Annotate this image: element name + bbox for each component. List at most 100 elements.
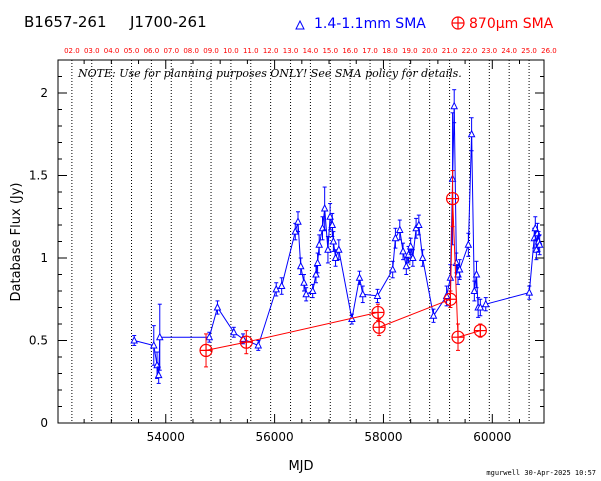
year-tick-label: 16.0 bbox=[342, 47, 358, 55]
data-point-triangle bbox=[415, 220, 423, 228]
data-point-triangle bbox=[294, 217, 302, 225]
y-tick-label: 0 bbox=[40, 416, 48, 430]
series-band1 bbox=[130, 89, 544, 384]
year-tick-label: 17.0 bbox=[362, 47, 378, 55]
year-tick-label: 07.0 bbox=[163, 47, 179, 55]
data-point-triangle bbox=[155, 332, 164, 341]
data-point-triangle bbox=[535, 240, 544, 248]
data-point-triangle bbox=[205, 332, 214, 341]
data-point-triangle bbox=[313, 258, 322, 266]
year-tick-label: 25.0 bbox=[521, 47, 537, 55]
data-point-triangle bbox=[312, 269, 320, 278]
axes: 54000 56000 58000 60000 0 0.5 1 1.5 2 bbox=[29, 60, 544, 444]
year-tick-label: 12.0 bbox=[263, 47, 279, 55]
footer-credit: mgurwell 30-Apr-2025 10:57 bbox=[486, 469, 596, 477]
y-tick-label: 0.5 bbox=[29, 334, 48, 348]
data-point-triangle bbox=[450, 101, 459, 110]
data-point-triangle bbox=[153, 360, 161, 369]
year-tick-label: 08.0 bbox=[183, 47, 199, 55]
legend-band1-label: 1.4-1.1mm SMA bbox=[314, 16, 426, 32]
data-point-triangle bbox=[391, 233, 400, 242]
plot-frame bbox=[57, 59, 545, 424]
note-text: NOTE: Use for planning purposes ONLY! Se… bbox=[77, 67, 462, 80]
year-tick-label: 15.0 bbox=[322, 47, 338, 55]
year-tick-label: 11.0 bbox=[243, 47, 259, 55]
data-point-triangle bbox=[355, 273, 364, 281]
data-point-triangle bbox=[324, 245, 332, 253]
year-tick-label: 19.0 bbox=[402, 47, 418, 55]
data-point-triangle bbox=[326, 212, 334, 220]
year-tick-label: 23.0 bbox=[482, 47, 498, 55]
year-tick-label: 02.0 bbox=[64, 47, 80, 55]
series-line bbox=[134, 106, 541, 376]
data-point-triangle bbox=[318, 223, 327, 232]
year-tick-label: 03.0 bbox=[84, 47, 100, 55]
data-point-triangle bbox=[302, 289, 310, 298]
data-point-triangle bbox=[481, 299, 490, 308]
data-point-triangle bbox=[320, 203, 329, 212]
data-point-triangle bbox=[467, 129, 476, 138]
data-point-triangle bbox=[149, 340, 158, 349]
data-point-triangle bbox=[296, 261, 305, 270]
data-point-triangle bbox=[464, 240, 473, 248]
data-point-triangle bbox=[388, 264, 397, 273]
y-tick-label: 1 bbox=[40, 251, 48, 265]
data-point-triangle bbox=[429, 311, 438, 319]
year-tick-label: 10.0 bbox=[223, 47, 239, 55]
year-tick-label: 14.0 bbox=[303, 47, 319, 55]
data-point-triangle bbox=[130, 335, 139, 344]
data-point-triangle bbox=[328, 220, 337, 228]
data-point-triangle bbox=[373, 291, 382, 299]
year-tick-labels: 02.0 03.0 04.0 05.0 06.0 07.0 08.0 09.0 10.0 11.0… bbox=[64, 47, 557, 55]
data-point-triangle bbox=[472, 269, 481, 278]
year-grid bbox=[71, 60, 530, 423]
data-point-triangle bbox=[418, 253, 427, 261]
data-point-triangle bbox=[358, 289, 367, 298]
data-point-triangle bbox=[455, 264, 464, 273]
y-tick-label: 1.5 bbox=[29, 169, 48, 183]
year-tick-label: 21.0 bbox=[442, 47, 458, 55]
data-point-triangle bbox=[331, 253, 340, 261]
data-point-triangle bbox=[470, 286, 479, 294]
year-tick-label: 26.0 bbox=[541, 47, 557, 55]
triangle-marker-icon bbox=[295, 19, 305, 30]
data-point-triangle bbox=[402, 261, 411, 270]
year-tick-label: 24.0 bbox=[501, 47, 517, 55]
data-point-triangle bbox=[476, 302, 485, 311]
legend-band1: 1.4-1.1mm SMA bbox=[295, 16, 426, 32]
data-point-triangle bbox=[277, 281, 286, 290]
data-series bbox=[130, 89, 544, 384]
data-point-triangle bbox=[308, 286, 317, 294]
series-band2 bbox=[199, 170, 487, 368]
data-point-triangle bbox=[406, 241, 415, 250]
year-tick-label: 06.0 bbox=[144, 47, 160, 55]
year-tick-label: 04.0 bbox=[104, 47, 120, 55]
data-point-triangle bbox=[213, 302, 222, 311]
year-tick-label: 20.0 bbox=[422, 47, 438, 55]
x-tick-label: 56000 bbox=[256, 430, 294, 444]
data-point-triangle bbox=[532, 245, 541, 253]
data-point-triangle bbox=[399, 246, 407, 255]
year-tick-label: 09.0 bbox=[203, 47, 219, 55]
year-tick-label: 13.0 bbox=[283, 47, 299, 55]
year-tick-label: 18.0 bbox=[382, 47, 398, 55]
data-point-triangle bbox=[395, 225, 404, 233]
data-point-triangle bbox=[300, 278, 308, 286]
data-point-triangle bbox=[531, 223, 540, 232]
x-tick-label: 58000 bbox=[364, 430, 402, 444]
data-point-triangle bbox=[229, 327, 238, 336]
data-point-triangle bbox=[335, 245, 343, 253]
data-point-triangle bbox=[272, 284, 281, 293]
x-axis-label: MJD bbox=[288, 459, 313, 474]
chart-header: B1657-261 J1700-261 1.4-1.1mm SMA 870μm … bbox=[24, 13, 554, 32]
data-point-triangle bbox=[154, 370, 163, 379]
data-point-triangle bbox=[315, 240, 324, 248]
data-point-triangle bbox=[329, 236, 338, 245]
data-point-triangle bbox=[409, 253, 417, 261]
source-name: B1657-261 bbox=[24, 13, 107, 31]
x-tick-label: 60000 bbox=[473, 430, 511, 444]
x-tick-label: 54000 bbox=[147, 430, 185, 444]
data-point-triangle bbox=[525, 288, 534, 296]
y-tick-label: 2 bbox=[40, 86, 48, 100]
